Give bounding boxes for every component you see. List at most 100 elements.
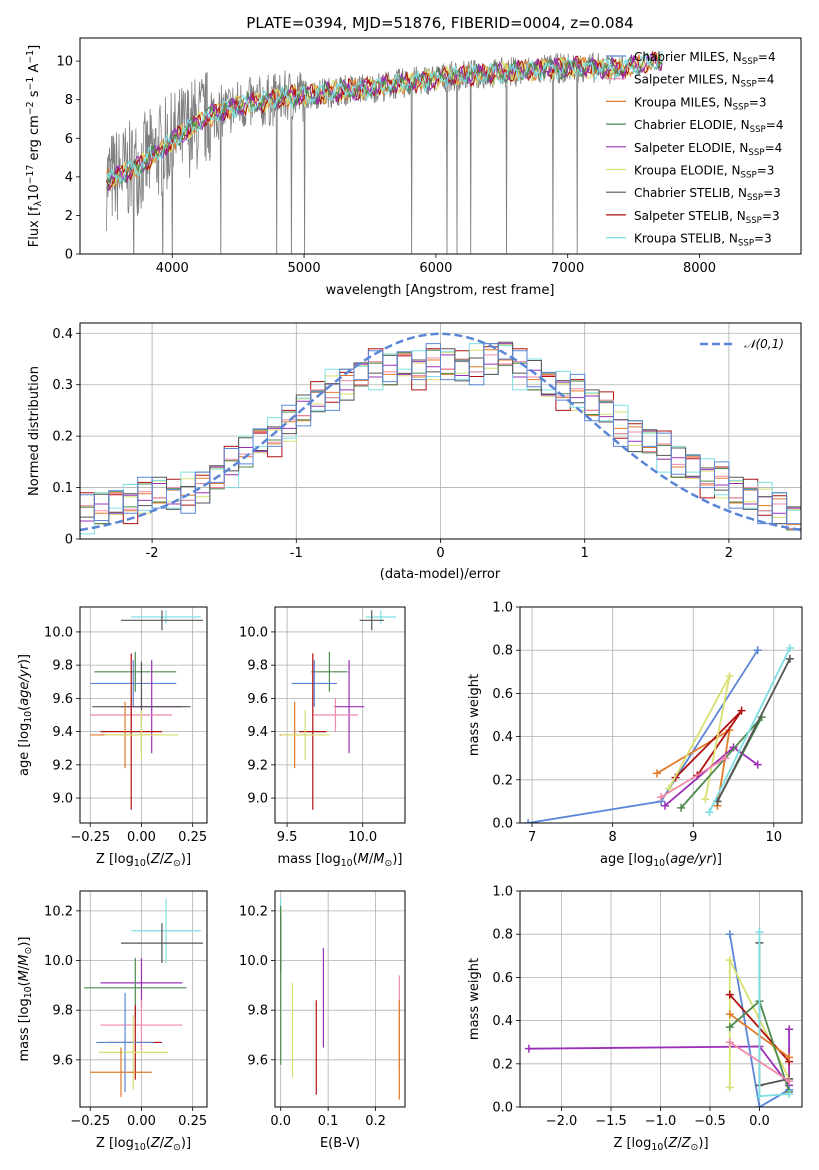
legend-label: Chabrier ELODIE, NSSP=4 <box>634 118 783 135</box>
axes-frame <box>274 890 406 1108</box>
y-tick-label: 0.4 <box>492 1014 513 1029</box>
legend-label: Kroupa STELIB, NSSP=3 <box>634 232 772 249</box>
series-marker-blue <box>755 1103 764 1107</box>
series-marker-purple <box>785 1025 794 1034</box>
x-tick-label: 10 <box>766 830 783 845</box>
axes-frame <box>79 606 208 824</box>
x-tick-label: −1.5 <box>595 1114 627 1129</box>
y-tick-label: 9.2 <box>52 758 73 773</box>
legend-label: Chabrier STELIB, NSSP=3 <box>634 186 781 203</box>
series-line-pink <box>660 757 726 798</box>
x-tick-label: 7 <box>528 830 536 845</box>
series-marker-orange <box>725 1010 734 1019</box>
x-tick-label: 6000 <box>419 261 452 276</box>
x-axis-label: (data-model)/error <box>380 567 501 582</box>
series-marker-pink <box>725 1038 734 1047</box>
legend-label: Kroupa MILES, NSSP=3 <box>634 95 767 112</box>
series-marker-green <box>677 803 686 812</box>
y-tick-label: 0.4 <box>492 730 513 745</box>
axes-frame <box>79 322 802 540</box>
series-marker-green <box>725 1023 734 1032</box>
y-tick-label: 8 <box>65 93 73 108</box>
mass-vs-ebv-panel: 0.0 0.1 0.2 9.6 9.8 10.0 10.2 <box>239 890 406 1129</box>
spectrum-panel: 4000 5000 6000 7000 8000 0 2 4 6 8 10 <box>56 37 802 276</box>
y-tick-label: 0.0 <box>492 817 513 832</box>
y-tick-label: 0.8 <box>492 644 513 659</box>
series-marker-purple <box>524 1044 533 1053</box>
x-axis-label: Z [log10(Z/Z⊙)] <box>96 1136 191 1153</box>
y-tick-label: 0.4 <box>52 327 73 342</box>
residual-panel: -2 -1 0 1 2 0 0.1 0.2 0.3 0.4 <box>52 322 802 561</box>
x-tick-label: 2 <box>725 546 733 561</box>
x-tick-label: 10.0 <box>348 830 377 845</box>
y-tick-label: 4 <box>65 170 73 185</box>
x-tick-label: 8 <box>609 830 617 845</box>
y-axis-label: Flux [fλ10−17 erg cm−2 s−1 A−1] <box>25 45 44 247</box>
y-tick-label: 10.0 <box>44 954 73 969</box>
series-line-darkgray <box>716 658 791 802</box>
mass-vs-Z-panel: −0.25 0.00 0.25 9.6 9.8 10.0 10.2 <box>44 890 208 1129</box>
series-marker-cyan <box>755 1092 764 1101</box>
x-tick-label: 0.1 <box>318 1114 339 1129</box>
y-tick-label: 0.6 <box>492 971 513 986</box>
x-tick-label: −0.25 <box>70 830 110 845</box>
x-tick-label: −0.25 <box>70 1114 110 1129</box>
plot-area <box>524 928 794 1107</box>
axes-frame <box>519 606 803 824</box>
y-tick-label: 10.0 <box>239 954 268 969</box>
y-tick-label: 0.6 <box>492 687 513 702</box>
y-tick-label: 9.8 <box>247 659 268 674</box>
x-tick-label: 0.2 <box>365 1114 386 1129</box>
model-spectrum-yellow <box>105 51 663 188</box>
age-vs-Z-panel: −0.25 0.00 0.25 9.0 9.2 9.4 9.6 9.8 10.0 <box>44 606 208 845</box>
series-marker-blue <box>725 930 734 939</box>
y-tick-label: 10.0 <box>44 625 73 640</box>
plot-area <box>524 644 794 823</box>
y-axis-label: age [log10(age/yr)] <box>17 654 34 776</box>
x-tick-label: 9 <box>689 830 697 845</box>
y-tick-label: 0.0 <box>492 1101 513 1116</box>
x-axis-label: Z [log10(Z/Z⊙)] <box>613 1136 708 1153</box>
x-tick-label: 0.0 <box>749 1114 770 1129</box>
y-tick-label: 0.2 <box>492 773 513 788</box>
series-line-yellow <box>668 675 731 800</box>
series-marker-red <box>737 706 746 715</box>
x-tick-label: −0.5 <box>694 1114 726 1129</box>
series-marker-red <box>725 990 734 999</box>
x-axis-label: mass [log10(M/M⊙)] <box>278 852 403 869</box>
y-tick-label: 9.4 <box>247 725 268 740</box>
x-tick-label: 0.00 <box>127 1114 156 1129</box>
figure-title: PLATE=0394, MJD=51876, FIBERID=0004, z=0… <box>246 14 633 32</box>
y-tick-label: 0.2 <box>52 430 73 445</box>
y-axis-label: mass [log10(M/M⊙)] <box>17 937 34 1062</box>
plot-area <box>80 332 801 539</box>
axes-frame <box>79 37 802 255</box>
y-axis-label: mass weight <box>467 674 482 756</box>
y-axis-label: Normed distribution <box>27 366 42 496</box>
series-marker-darkgray <box>785 654 794 663</box>
y-tick-label: 9.6 <box>247 1053 268 1068</box>
x-tick-label: 8000 <box>683 261 716 276</box>
x-tick-label: 5000 <box>288 261 321 276</box>
legend-label: Chabrier MILES, NSSP=4 <box>634 50 776 67</box>
x-tick-label: 1 <box>581 546 589 561</box>
axes-frame <box>274 606 406 824</box>
x-tick-label: −1.0 <box>645 1114 677 1129</box>
axes-frame <box>519 890 803 1108</box>
series-marker-blue <box>753 646 762 655</box>
y-tick-label: 9.6 <box>52 1053 73 1068</box>
legend-label: Salpeter MILES, NSSP=4 <box>634 73 774 90</box>
series-marker-orange <box>785 1053 794 1062</box>
plot-area <box>280 898 400 1100</box>
y-tick-label: 0 <box>65 248 73 263</box>
plot-area <box>84 898 203 1098</box>
x-axis-label: wavelength [Angstrom, rest frame] <box>326 283 555 298</box>
axes-frame <box>79 890 208 1108</box>
x-axis-label: age [log10(age/yr)] <box>600 852 722 869</box>
x-tick-label: -2 <box>146 546 159 561</box>
legend-label: Salpeter STELIB, NSSP=3 <box>634 209 780 226</box>
y-tick-label: 0.2 <box>492 1057 513 1072</box>
plot-area <box>105 50 663 254</box>
series-marker-yellow <box>725 1083 734 1092</box>
y-tick-label: 10.0 <box>239 625 268 640</box>
